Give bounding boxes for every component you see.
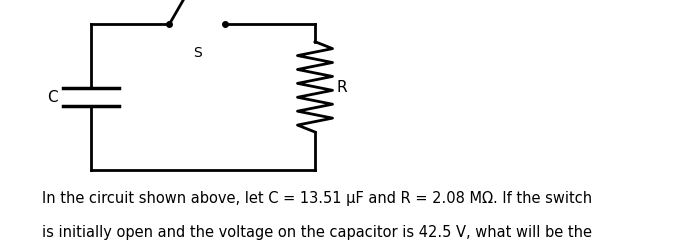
Text: C: C — [47, 90, 58, 105]
Text: S: S — [193, 46, 202, 60]
Text: In the circuit shown above, let C = 13.51 μF and R = 2.08 MΩ. If the switch: In the circuit shown above, let C = 13.5… — [42, 190, 592, 205]
Text: is initially open and the voltage on the capacitor is 42.5 V, what will be the: is initially open and the voltage on the… — [42, 224, 592, 239]
Text: R: R — [336, 80, 346, 95]
